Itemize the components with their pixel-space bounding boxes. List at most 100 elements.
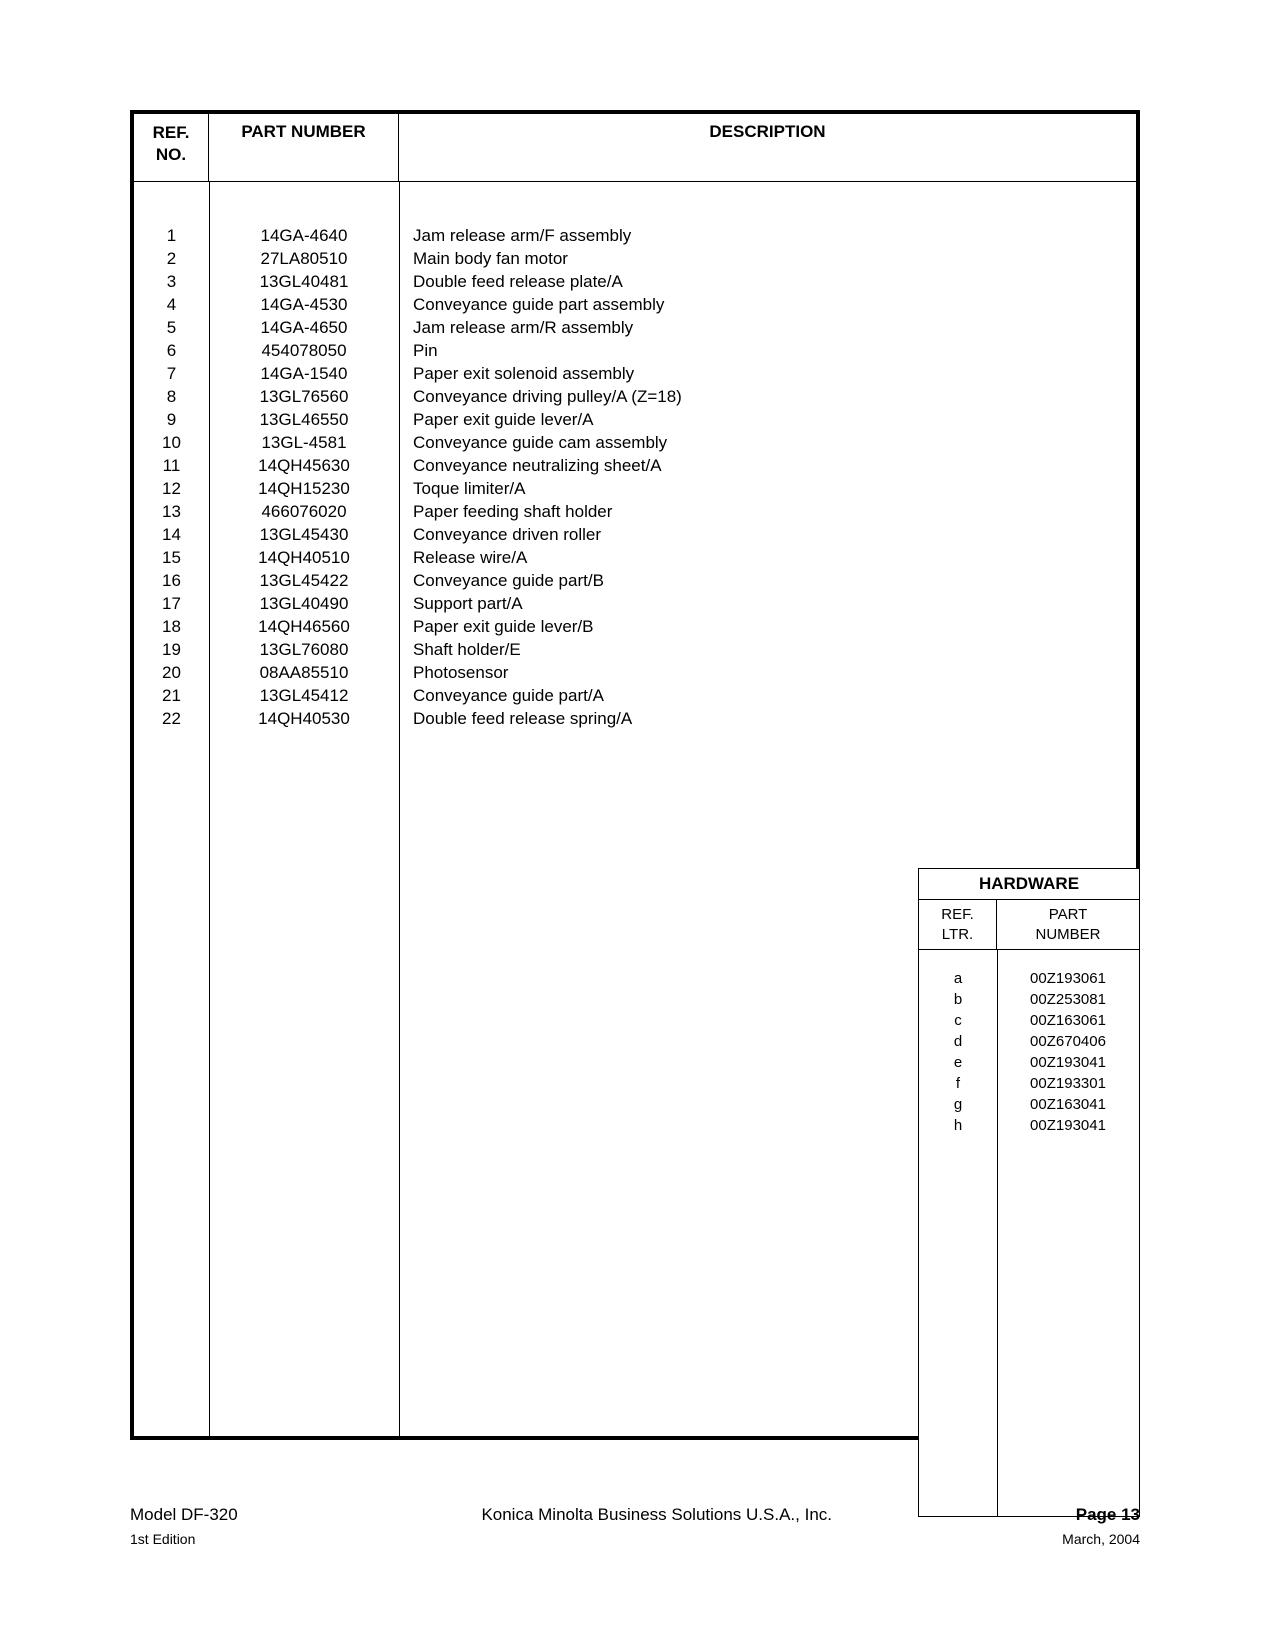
table-row: 414GA-4530Conveyance guide part assembly xyxy=(134,293,1136,316)
cell-part-number: 14QH15230 xyxy=(209,477,399,500)
cell-ref-no: 1 xyxy=(134,224,209,247)
hardware-cell-pn: 00Z670406 xyxy=(997,1031,1139,1052)
cell-description: Shaft holder/E xyxy=(399,638,1136,661)
cell-ref-no: 19 xyxy=(134,638,209,661)
hardware-cell-ltr: a xyxy=(919,968,997,989)
table-row: 714GA-1540Paper exit solenoid assembly xyxy=(134,362,1136,385)
table-body: 114GA-4640Jam release arm/F assembly227L… xyxy=(134,182,1136,1436)
hardware-cell-pn: 00Z163061 xyxy=(997,1010,1139,1031)
table-row: 813GL76560Conveyance driving pulley/A (Z… xyxy=(134,385,1136,408)
hardware-cell-ltr: f xyxy=(919,1073,997,1094)
hardware-row: b00Z253081 xyxy=(919,989,1139,1010)
cell-description: Main body fan motor xyxy=(399,247,1136,270)
header-ref-no: REF. NO. xyxy=(134,114,209,181)
table-row: 1013GL-4581Conveyance guide cam assembly xyxy=(134,431,1136,454)
cell-part-number: 454078050 xyxy=(209,339,399,362)
cell-part-number: 13GL76560 xyxy=(209,385,399,408)
cell-ref-no: 2 xyxy=(134,247,209,270)
table-row: 313GL40481Double feed release plate/A xyxy=(134,270,1136,293)
footer-date: March, 2004 xyxy=(1062,1531,1140,1547)
cell-part-number: 13GL-4581 xyxy=(209,431,399,454)
cell-description: Conveyance guide part/A xyxy=(399,684,1136,707)
table-row: 1114QH45630Conveyance neutralizing sheet… xyxy=(134,454,1136,477)
hardware-row: f00Z193301 xyxy=(919,1073,1139,1094)
hardware-cell-pn: 00Z193061 xyxy=(997,968,1139,989)
cell-ref-no: 18 xyxy=(134,615,209,638)
footer-company: Konica Minolta Business Solutions U.S.A.… xyxy=(238,1505,1076,1525)
cell-ref-no: 15 xyxy=(134,546,209,569)
table-row: 1913GL76080Shaft holder/E xyxy=(134,638,1136,661)
table-row: 913GL46550Paper exit guide lever/A xyxy=(134,408,1136,431)
cell-ref-no: 3 xyxy=(134,270,209,293)
cell-ref-no: 8 xyxy=(134,385,209,408)
cell-part-number: 14GA-4530 xyxy=(209,293,399,316)
cell-part-number: 14QH45630 xyxy=(209,454,399,477)
table-row: 227LA80510Main body fan motor xyxy=(134,247,1136,270)
cell-description: Conveyance guide cam assembly xyxy=(399,431,1136,454)
cell-ref-no: 12 xyxy=(134,477,209,500)
cell-part-number: 13GL76080 xyxy=(209,638,399,661)
cell-part-number: 14QH46560 xyxy=(209,615,399,638)
hardware-cell-ltr: c xyxy=(919,1010,997,1031)
hardware-divider xyxy=(997,950,998,1516)
table-row: 1214QH15230Toque limiter/A xyxy=(134,477,1136,500)
hardware-cell-pn: 00Z193301 xyxy=(997,1073,1139,1094)
page-footer-sub: 1st Edition March, 2004 xyxy=(130,1531,1140,1547)
main-table-frame: REF. NO. PART NUMBER DESCRIPTION 114GA-4… xyxy=(130,110,1140,1440)
hardware-cell-ltr: d xyxy=(919,1031,997,1052)
cell-description: Conveyance driven roller xyxy=(399,523,1136,546)
table-row: 2113GL45412Conveyance guide part/A xyxy=(134,684,1136,707)
hardware-cell-ltr: g xyxy=(919,1094,997,1115)
cell-ref-no: 9 xyxy=(134,408,209,431)
hardware-row: d00Z670406 xyxy=(919,1031,1139,1052)
table-row: 2214QH40530Double feed release spring/A xyxy=(134,707,1136,730)
hardware-cell-ltr: e xyxy=(919,1052,997,1073)
cell-part-number: 14GA-4640 xyxy=(209,224,399,247)
cell-ref-no: 11 xyxy=(134,454,209,477)
parts-rows-container: 114GA-4640Jam release arm/F assembly227L… xyxy=(134,224,1136,730)
hardware-header: REF. LTR. PART NUMBER xyxy=(919,900,1139,950)
cell-description: Jam release arm/R assembly xyxy=(399,316,1136,339)
cell-ref-no: 13 xyxy=(134,500,209,523)
cell-ref-no: 21 xyxy=(134,684,209,707)
cell-part-number: 27LA80510 xyxy=(209,247,399,270)
table-row: 1413GL45430Conveyance driven roller xyxy=(134,523,1136,546)
cell-ref-no: 4 xyxy=(134,293,209,316)
cell-ref-no: 10 xyxy=(134,431,209,454)
cell-part-number: 14GA-1540 xyxy=(209,362,399,385)
table-header-row: REF. NO. PART NUMBER DESCRIPTION xyxy=(134,114,1136,182)
cell-description: Conveyance guide part/B xyxy=(399,569,1136,592)
table-row: 1814QH46560Paper exit guide lever/B xyxy=(134,615,1136,638)
cell-ref-no: 14 xyxy=(134,523,209,546)
cell-part-number: 13GL40481 xyxy=(209,270,399,293)
hardware-cell-pn: 00Z163041 xyxy=(997,1094,1139,1115)
cell-description: Conveyance guide part assembly xyxy=(399,293,1136,316)
hardware-header-ref-ltr: REF. LTR. xyxy=(919,900,997,949)
cell-part-number: 14QH40510 xyxy=(209,546,399,569)
table-row: 514GA-4650Jam release arm/R assembly xyxy=(134,316,1136,339)
cell-description: Paper exit guide lever/A xyxy=(399,408,1136,431)
footer-model: Model DF-320 xyxy=(130,1505,238,1525)
cell-description: Support part/A xyxy=(399,592,1136,615)
cell-description: Conveyance neutralizing sheet/A xyxy=(399,454,1136,477)
table-row: 2008AA85510Photosensor xyxy=(134,661,1136,684)
table-row: 13466076020Paper feeding shaft holder xyxy=(134,500,1136,523)
table-row: 114GA-4640Jam release arm/F assembly xyxy=(134,224,1136,247)
hardware-body: a00Z193061b00Z253081c00Z163061d00Z670406… xyxy=(919,950,1139,1516)
cell-part-number: 13GL45422 xyxy=(209,569,399,592)
hardware-header-part-number: PART NUMBER xyxy=(997,900,1139,949)
hardware-row: e00Z193041 xyxy=(919,1052,1139,1073)
hardware-cell-ltr: b xyxy=(919,989,997,1010)
cell-ref-no: 22 xyxy=(134,707,209,730)
cell-description: Jam release arm/F assembly xyxy=(399,224,1136,247)
footer-page: Page 13 xyxy=(1076,1505,1140,1525)
table-row: 6454078050Pin xyxy=(134,339,1136,362)
cell-description: Release wire/A xyxy=(399,546,1136,569)
cell-description: Double feed release plate/A xyxy=(399,270,1136,293)
table-row: 1514QH40510Release wire/A xyxy=(134,546,1136,569)
cell-description: Toque limiter/A xyxy=(399,477,1136,500)
cell-part-number: 14GA-4650 xyxy=(209,316,399,339)
hardware-row: g00Z163041 xyxy=(919,1094,1139,1115)
cell-ref-no: 6 xyxy=(134,339,209,362)
cell-description: Paper exit solenoid assembly xyxy=(399,362,1136,385)
